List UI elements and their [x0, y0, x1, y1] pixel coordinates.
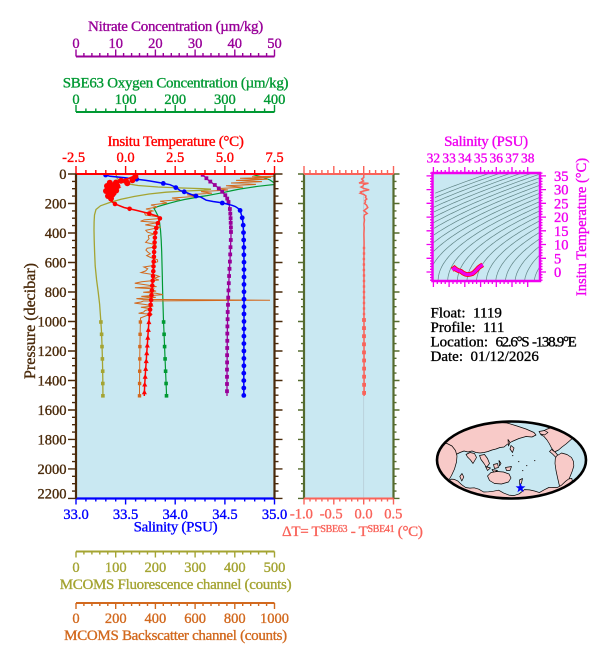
svg-text:ΔT= TSBE63 - TSBE41 (°C): ΔT= TSBE63 - TSBE41 (°C) [282, 524, 423, 540]
svg-text:10: 10 [108, 36, 123, 52]
svg-text:Profile: 111: Profile: 111 [431, 320, 505, 336]
svg-text:2200: 2200 [38, 486, 67, 502]
svg-text:Salinity (PSU): Salinity (PSU) [134, 520, 218, 536]
svg-text:0.0: 0.0 [117, 150, 135, 166]
svg-text:400: 400 [224, 560, 246, 576]
svg-text:Insitu Temperature (°C): Insitu Temperature (°C) [107, 134, 243, 150]
svg-text:100: 100 [115, 92, 137, 108]
svg-text:35.0: 35.0 [262, 507, 287, 523]
svg-text:SBE63 Oxygen Concentration (µm: SBE63 Oxygen Concentration (µm/kg) [63, 76, 289, 92]
svg-text:Date: 01/12/2026: Date: 01/12/2026 [431, 349, 540, 365]
svg-text:34.5: 34.5 [212, 507, 237, 523]
svg-text:0: 0 [59, 167, 66, 183]
svg-text:50: 50 [267, 36, 282, 52]
svg-text:0.0: 0.0 [354, 507, 372, 523]
svg-text:0: 0 [72, 92, 79, 108]
svg-text:0.5: 0.5 [384, 507, 402, 523]
svg-text:200: 200 [164, 92, 186, 108]
svg-text:33.0: 33.0 [63, 507, 88, 523]
svg-text:Insitu Temperature (°C): Insitu Temperature (°C) [574, 158, 590, 296]
svg-text:5: 5 [554, 251, 561, 267]
svg-text:200: 200 [145, 560, 167, 576]
svg-text:35: 35 [474, 151, 488, 166]
svg-text:200: 200 [45, 197, 67, 213]
svg-text:Float: 1119: Float: 1119 [431, 306, 502, 322]
svg-text:400: 400 [45, 226, 67, 242]
svg-text:MCOMS Backscatter channel (cou: MCOMS Backscatter channel (counts) [64, 628, 287, 644]
svg-text:36: 36 [490, 151, 504, 166]
svg-text:7.5: 7.5 [265, 150, 283, 166]
svg-text:-1.0: -1.0 [290, 507, 313, 523]
svg-text:5.0: 5.0 [216, 150, 234, 166]
svg-text:15: 15 [554, 224, 569, 240]
svg-text:0: 0 [72, 36, 79, 52]
svg-text:-2.5: -2.5 [62, 150, 85, 166]
svg-text:MCOMS Fluorescence channel (co: MCOMS Fluorescence channel (counts) [60, 577, 292, 593]
svg-text:1000: 1000 [38, 315, 67, 331]
svg-text:32: 32 [427, 151, 441, 166]
svg-text:34.0: 34.0 [163, 507, 188, 523]
svg-text:2.5: 2.5 [166, 150, 184, 166]
svg-text:1800: 1800 [38, 432, 67, 448]
svg-text:20: 20 [148, 36, 163, 52]
svg-text:300: 300 [214, 92, 236, 108]
svg-text:20: 20 [554, 210, 569, 226]
svg-text:2000: 2000 [38, 462, 67, 478]
svg-text:30: 30 [554, 183, 569, 199]
svg-text:34: 34 [458, 151, 472, 166]
svg-text:1000: 1000 [260, 611, 289, 627]
svg-text:40: 40 [228, 36, 243, 52]
svg-text:35: 35 [554, 169, 569, 185]
svg-text:400: 400 [145, 611, 167, 627]
svg-text:Nitrate Concentration (µm/kg): Nitrate Concentration (µm/kg) [88, 19, 263, 35]
svg-text:600: 600 [184, 611, 206, 627]
svg-text:400: 400 [264, 92, 286, 108]
svg-text:37: 37 [505, 151, 519, 166]
svg-text:0: 0 [72, 560, 79, 576]
svg-text:300: 300 [184, 560, 206, 576]
svg-text:1600: 1600 [38, 403, 67, 419]
svg-text:25: 25 [554, 196, 569, 212]
svg-text:1400: 1400 [38, 374, 67, 390]
svg-text:0: 0 [72, 611, 79, 627]
svg-text:-0.5: -0.5 [320, 507, 343, 523]
svg-text:33.5: 33.5 [113, 507, 138, 523]
svg-text:Salinity (PSU): Salinity (PSU) [444, 134, 528, 150]
svg-text:800: 800 [224, 611, 246, 627]
svg-text:0: 0 [554, 265, 561, 281]
svg-text:500: 500 [264, 560, 286, 576]
svg-text:Location: 62.6°S -138.9°E: Location: 62.6°S -138.9°E [431, 335, 577, 351]
svg-text:600: 600 [45, 256, 67, 272]
svg-text:30: 30 [188, 36, 203, 52]
svg-text:38: 38 [521, 151, 535, 166]
svg-text:100: 100 [105, 560, 127, 576]
svg-text:10: 10 [554, 238, 569, 254]
svg-text:Pressure (decibar): Pressure (decibar) [22, 263, 39, 379]
svg-text:1200: 1200 [38, 344, 67, 360]
svg-text:200: 200 [105, 611, 127, 627]
svg-text:800: 800 [45, 285, 67, 301]
svg-text:33: 33 [442, 151, 456, 166]
